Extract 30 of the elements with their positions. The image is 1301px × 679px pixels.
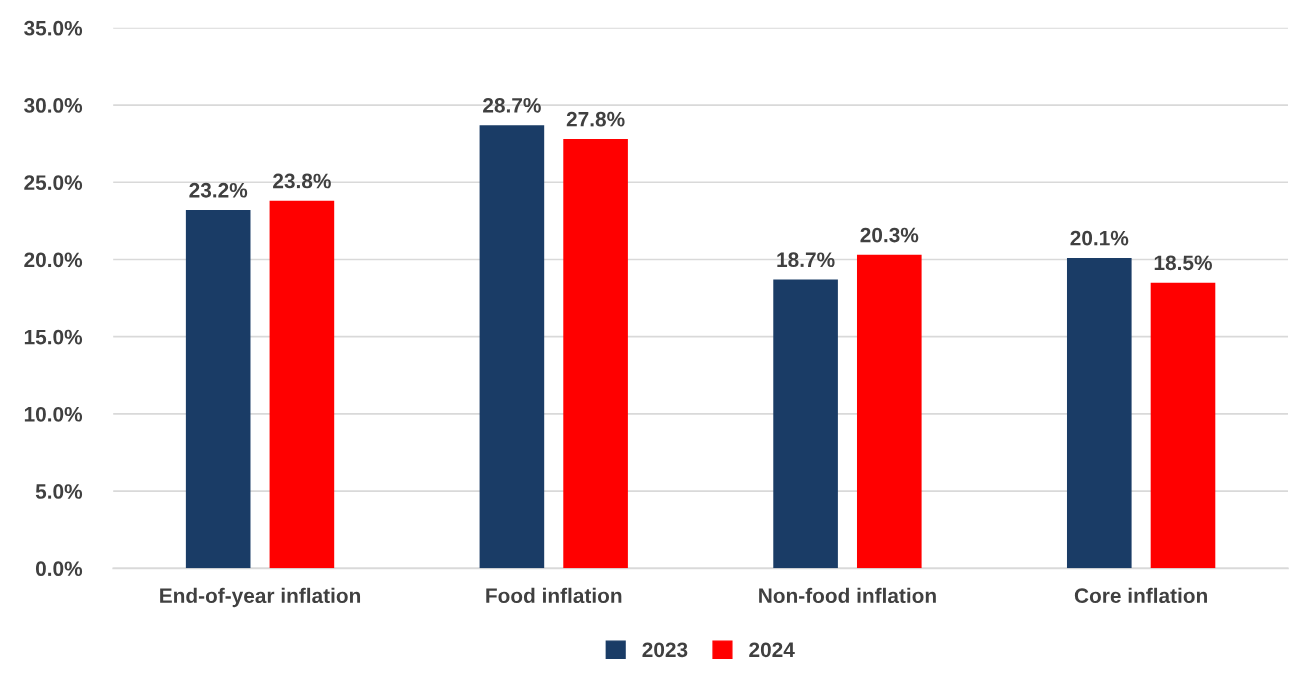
y-tick-label: 35.0% (24, 20, 83, 36)
y-tick-label: 10.0% (24, 406, 83, 422)
bar (1066, 257, 1132, 569)
x-tick-label: End-of-year inflation (160, 587, 361, 608)
y-tick-label: 15.0% (24, 329, 83, 345)
legend-label: 2024 (749, 642, 795, 658)
x-tick-label: Core inflation (1074, 587, 1207, 604)
y-tick-label: 0.0% (35, 561, 83, 577)
bar (185, 210, 251, 569)
data-label: 28.7% (483, 97, 541, 113)
data-label: 18.7% (777, 252, 835, 268)
bar (563, 139, 628, 569)
data-label: 23.2% (189, 182, 248, 198)
bar (1150, 282, 1216, 569)
y-tick-label: 5.0% (35, 484, 83, 499)
data-label: 23.8% (273, 173, 331, 189)
data-label: 18.5% (1154, 255, 1212, 271)
y-tick-label: 25.0% (24, 175, 83, 191)
bar (479, 125, 545, 569)
y-tick-label: 30.0% (24, 98, 83, 113)
data-label: 27.8% (566, 111, 625, 127)
legend-label: 2023 (642, 642, 688, 658)
bar (773, 279, 838, 569)
data-label: 20.3% (860, 227, 919, 243)
bar (856, 254, 922, 569)
bar (269, 200, 335, 569)
x-tick-label: Non-food inflation (759, 587, 936, 604)
data-label: 20.1% (1070, 230, 1129, 246)
y-tick-label: 20.0% (24, 252, 83, 268)
x-tick-label: Food inflation (486, 587, 622, 604)
